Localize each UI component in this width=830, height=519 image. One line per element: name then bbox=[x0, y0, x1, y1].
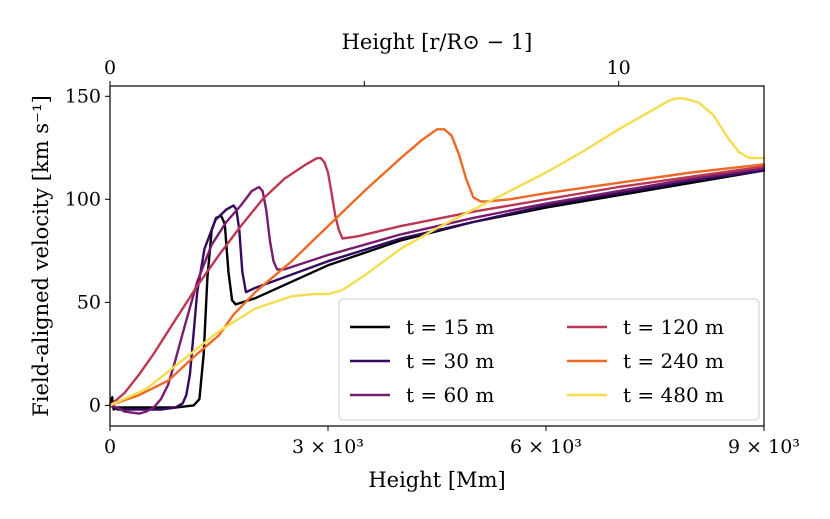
y-tick-label: 50 bbox=[77, 291, 101, 313]
y-tick-label: 100 bbox=[65, 188, 101, 210]
legend: t = 15 m t = 30 m t = 60 m t = 120 m t = 240… bbox=[338, 298, 760, 421]
top-x-axis-label: Height [r/R⊙ − 1] bbox=[342, 30, 533, 54]
x-tick-label: 6 × 10³ bbox=[510, 436, 582, 458]
top-x-tick-label: 10 bbox=[607, 57, 631, 79]
y-tick-label: 0 bbox=[89, 394, 101, 416]
x-tick-label: 0 bbox=[104, 436, 116, 458]
series-group bbox=[108, 97, 766, 415]
x-tick-label: 9 × 10³ bbox=[728, 436, 800, 458]
legend-box bbox=[338, 298, 760, 421]
series-line-4 bbox=[108, 128, 766, 407]
axes-frame bbox=[109, 85, 765, 427]
x-tick-label: 3 × 10³ bbox=[292, 436, 364, 458]
series-line-2 bbox=[108, 167, 766, 415]
series-line-5 bbox=[108, 97, 766, 407]
legend-label-4: t = 240 m bbox=[623, 349, 724, 373]
y-axis-label: Field-aligned velocity [km s⁻¹] bbox=[29, 95, 53, 417]
legend-label-2: t = 60 m bbox=[406, 383, 494, 407]
x-axis-label: Height [Mm] bbox=[368, 468, 505, 492]
top-x-tick-label: 0 bbox=[104, 57, 116, 79]
y-tick-label: 150 bbox=[65, 85, 101, 107]
legend-label-0: t = 15 m bbox=[406, 315, 494, 339]
legend-label-1: t = 30 m bbox=[406, 349, 494, 373]
plot-area bbox=[108, 85, 766, 427]
series-line-3 bbox=[108, 156, 766, 407]
series-line-1 bbox=[108, 169, 766, 411]
legend-label-3: t = 120 m bbox=[623, 315, 724, 339]
legend-label-5: t = 480 m bbox=[623, 383, 724, 407]
